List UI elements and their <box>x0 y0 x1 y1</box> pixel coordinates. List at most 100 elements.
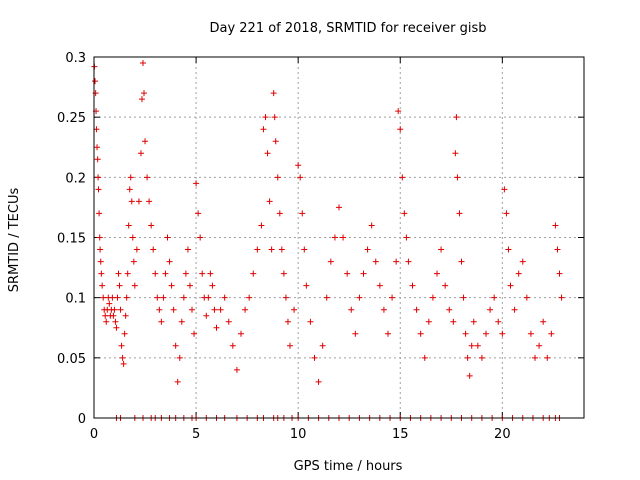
data-point <box>323 294 330 301</box>
data-point <box>295 162 302 169</box>
data-point <box>501 186 508 193</box>
data-point <box>144 174 151 181</box>
data-point <box>405 258 412 265</box>
y-tick-label: 0 <box>78 412 86 427</box>
data-point <box>464 354 471 361</box>
data-point <box>118 342 125 349</box>
data-point <box>348 306 355 313</box>
x-tick-label: 0 <box>90 427 98 442</box>
data-point <box>94 156 101 163</box>
data-point <box>491 294 498 301</box>
data-point <box>246 294 253 301</box>
data-point <box>385 330 391 337</box>
data-point <box>203 312 210 319</box>
data-point <box>125 222 132 229</box>
data-point <box>184 246 191 253</box>
data-point <box>92 78 99 85</box>
data-point <box>94 144 101 151</box>
data-point <box>138 96 145 103</box>
data-point <box>95 186 102 193</box>
data-point <box>238 330 244 337</box>
data-point <box>268 246 275 253</box>
data-point <box>99 282 106 289</box>
data-point <box>556 270 563 277</box>
data-point <box>158 318 165 325</box>
data-point <box>548 330 555 337</box>
data-point <box>503 210 510 217</box>
data-point <box>515 270 522 277</box>
data-point <box>170 306 177 313</box>
data-point <box>413 306 420 313</box>
data-point <box>116 282 123 289</box>
data-point <box>315 378 322 385</box>
data-point <box>372 258 379 265</box>
data-point <box>272 138 279 145</box>
data-point <box>270 90 277 97</box>
data-point <box>135 198 142 205</box>
data-point <box>156 306 163 313</box>
data-point <box>130 258 137 265</box>
data-point <box>174 378 181 385</box>
data-point <box>544 354 551 361</box>
data-point <box>142 138 149 145</box>
data-point <box>495 318 502 325</box>
data-point <box>122 312 129 319</box>
data-point <box>280 270 287 277</box>
y-tick-label: 0.05 <box>57 352 86 367</box>
data-point <box>100 294 107 301</box>
data-point <box>266 198 273 205</box>
data-point <box>124 270 131 277</box>
data-point <box>242 306 249 313</box>
data-point <box>103 318 110 325</box>
data-point <box>511 306 518 313</box>
data-point <box>523 294 530 301</box>
data-point <box>540 318 547 325</box>
data-point <box>297 174 304 181</box>
data-point <box>180 294 187 301</box>
data-point <box>258 222 265 229</box>
data-point <box>119 354 126 361</box>
data-point <box>356 294 363 301</box>
data-point <box>421 354 428 361</box>
data-point <box>364 246 371 253</box>
data-point <box>552 222 559 229</box>
data-point <box>458 258 465 265</box>
data-point <box>154 294 161 301</box>
data-point <box>117 306 124 313</box>
data-point <box>452 150 459 157</box>
data-point <box>487 306 494 313</box>
data-point <box>536 342 543 349</box>
data-point <box>291 306 298 313</box>
data-point <box>360 270 367 277</box>
data-point <box>95 174 102 181</box>
data-point <box>152 270 159 277</box>
y-tick-label: 0.1 <box>65 292 86 307</box>
data-point <box>327 258 334 265</box>
data-point <box>211 306 218 313</box>
data-point <box>519 258 526 265</box>
data-point <box>148 222 155 229</box>
chart-title: Day 221 of 2018, SRMTID for receiver gis… <box>209 21 486 36</box>
data-point <box>499 330 506 337</box>
data-point <box>191 330 198 337</box>
data-point <box>271 114 278 121</box>
data-point <box>129 234 136 241</box>
data-point <box>507 282 514 289</box>
data-point <box>264 150 271 157</box>
data-point <box>483 330 489 337</box>
y-tick-label: 0.25 <box>57 111 86 126</box>
data-point <box>168 282 175 289</box>
data-point <box>340 234 347 241</box>
data-point <box>189 306 195 313</box>
data-point <box>429 294 436 301</box>
data-point <box>454 174 461 181</box>
data-point <box>121 330 128 337</box>
data-point <box>368 222 375 229</box>
data-point <box>110 312 117 319</box>
data-point <box>409 282 416 289</box>
data-point <box>417 330 424 337</box>
x-tick-label: 15 <box>392 427 409 442</box>
data-point <box>217 306 224 313</box>
data-point <box>425 318 432 325</box>
